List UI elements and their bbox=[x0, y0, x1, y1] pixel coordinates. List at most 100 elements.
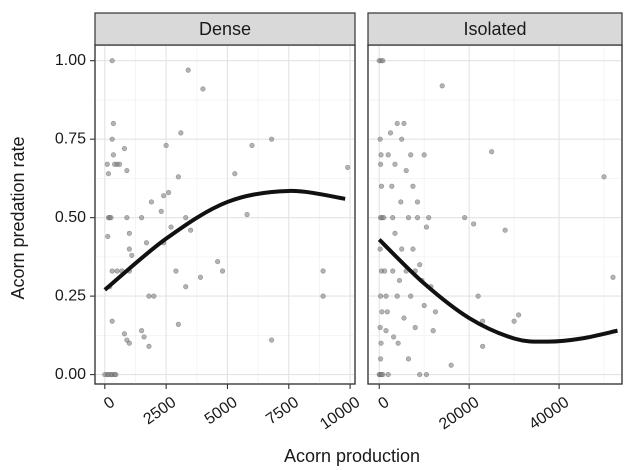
data-point bbox=[114, 268, 120, 274]
data-point bbox=[380, 371, 386, 378]
data-point bbox=[385, 371, 391, 378]
data-point bbox=[403, 167, 409, 174]
data-point bbox=[405, 356, 412, 362]
data-point bbox=[269, 136, 275, 142]
x-tick-label: 7500 bbox=[263, 394, 302, 428]
data-point bbox=[151, 293, 157, 299]
data-point bbox=[178, 130, 184, 136]
data-point bbox=[391, 334, 397, 340]
data-point bbox=[379, 309, 385, 315]
data-point bbox=[110, 152, 116, 158]
data-point bbox=[143, 240, 150, 246]
data-point bbox=[109, 268, 115, 274]
data-point bbox=[378, 183, 385, 189]
data-point bbox=[462, 215, 468, 221]
x-tick-label: 5000 bbox=[202, 394, 241, 428]
data-point bbox=[383, 328, 389, 334]
data-point bbox=[395, 340, 401, 346]
data-point bbox=[139, 215, 145, 221]
data-point bbox=[471, 221, 477, 227]
data-point bbox=[384, 309, 390, 315]
data-point bbox=[405, 215, 412, 221]
data-point bbox=[158, 208, 164, 214]
panel-plot-area bbox=[95, 45, 355, 384]
data-point bbox=[163, 142, 169, 149]
data-point bbox=[105, 233, 111, 240]
facet-strip bbox=[367, 12, 623, 46]
data-point bbox=[417, 262, 423, 268]
chart-panels: Dense 0 2500 5000 7500 10000 Isolated 0 20000 400… bbox=[94, 12, 623, 434]
x-axis-title: Acorn production bbox=[284, 446, 420, 466]
data-point bbox=[414, 199, 421, 205]
data-point bbox=[219, 268, 226, 274]
data-point bbox=[104, 161, 110, 167]
data-point bbox=[183, 215, 189, 221]
data-point bbox=[610, 274, 616, 280]
data-point bbox=[398, 199, 404, 205]
data-point bbox=[399, 246, 405, 252]
data-point bbox=[389, 183, 395, 189]
data-point bbox=[377, 356, 384, 362]
data-point bbox=[109, 318, 115, 324]
fit-curve bbox=[103, 188, 346, 292]
data-point bbox=[448, 362, 454, 368]
data-point bbox=[394, 120, 400, 127]
panel-1: Isolated 0 20000 40000 bbox=[367, 12, 623, 434]
data-point bbox=[426, 215, 432, 221]
data-point bbox=[377, 246, 383, 252]
data-point bbox=[249, 142, 255, 149]
x-tick-label: 10000 bbox=[317, 394, 363, 434]
data-point bbox=[502, 227, 508, 233]
data-point bbox=[390, 215, 396, 221]
data-point bbox=[475, 293, 481, 299]
panel-background bbox=[94, 44, 356, 385]
data-point bbox=[394, 293, 400, 299]
data-point bbox=[383, 293, 389, 299]
data-point bbox=[377, 136, 383, 142]
data-point bbox=[168, 224, 174, 230]
data-point bbox=[396, 277, 403, 284]
data-point bbox=[421, 152, 427, 158]
data-point bbox=[601, 174, 607, 180]
data-point bbox=[377, 161, 384, 167]
data-point bbox=[377, 324, 383, 331]
y-tick-label: 1.00 bbox=[55, 52, 86, 69]
data-point bbox=[387, 130, 394, 136]
data-point bbox=[165, 189, 172, 196]
data-point bbox=[161, 193, 167, 199]
data-point bbox=[185, 67, 191, 73]
data-point bbox=[121, 331, 128, 337]
data-point bbox=[244, 211, 250, 218]
data-point bbox=[401, 315, 407, 321]
data-point bbox=[183, 284, 189, 290]
x-tick-label: 40000 bbox=[526, 394, 572, 434]
data-point bbox=[392, 161, 398, 167]
data-point bbox=[269, 337, 275, 343]
data-point bbox=[412, 324, 418, 331]
data-point bbox=[423, 371, 430, 378]
data-point bbox=[345, 164, 351, 171]
data-point bbox=[109, 58, 115, 64]
y-tick-label: 0.25 bbox=[55, 287, 86, 304]
panel-plot-area bbox=[368, 45, 622, 384]
data-point bbox=[392, 230, 398, 236]
data-point bbox=[200, 86, 206, 92]
data-point bbox=[109, 136, 115, 142]
data-point bbox=[124, 215, 130, 221]
data-point bbox=[439, 83, 445, 89]
y-tick-label: 0.75 bbox=[55, 130, 86, 147]
y-tick-label: 0.50 bbox=[55, 209, 86, 226]
data-point bbox=[511, 318, 517, 324]
facet-label: Isolated bbox=[463, 19, 526, 39]
data-point bbox=[320, 268, 326, 274]
panel-background bbox=[367, 44, 623, 385]
data-point bbox=[215, 258, 221, 265]
data-point bbox=[148, 199, 155, 205]
data-point bbox=[108, 215, 114, 221]
data-point bbox=[377, 293, 384, 299]
data-point bbox=[378, 152, 384, 158]
y-axis-title: Acorn predation rate bbox=[8, 136, 28, 299]
data-point bbox=[423, 224, 430, 230]
x-tick-label: 0 bbox=[101, 394, 118, 413]
